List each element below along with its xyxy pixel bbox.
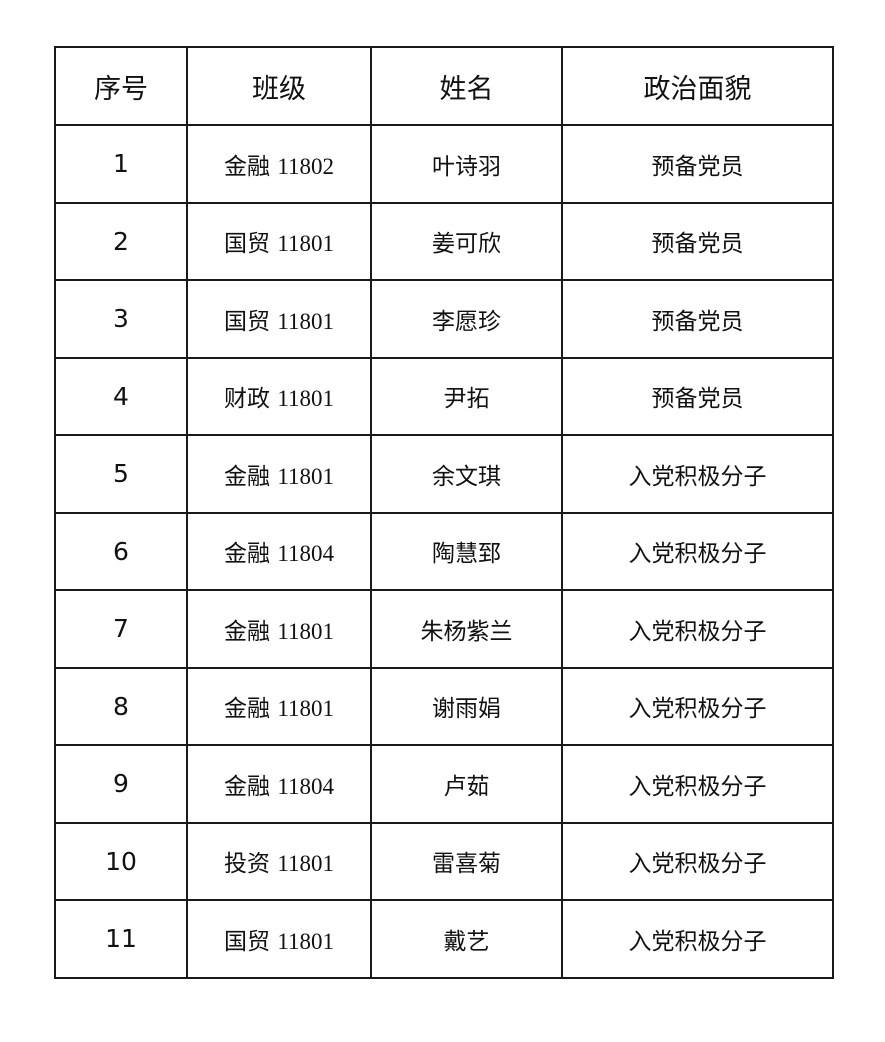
cell-class: 金融 11802 [186, 124, 372, 204]
class-major: 金融 [224, 153, 271, 180]
cell-political-status: 入党积极分子 [561, 434, 834, 514]
class-number: 11801 [277, 308, 334, 334]
cell-name: 姜可欣 [370, 201, 563, 281]
class-major: 金融 [224, 541, 271, 568]
cell-political-status: 预备党员 [561, 356, 834, 436]
cell-index: 4 [54, 356, 188, 436]
cell-political-status: 入党积极分子 [561, 511, 834, 591]
class-major: 国贸 [224, 231, 271, 258]
class-number: 11801 [277, 231, 334, 257]
cell-class: 金融 11804 [186, 744, 372, 824]
header-index: 序号 [54, 46, 188, 126]
cell-class: 金融 11801 [186, 666, 372, 746]
class-major: 投资 [224, 851, 271, 878]
cell-name: 陶慧郅 [370, 511, 563, 591]
cell-index: 9 [54, 744, 188, 824]
cell-political-status: 预备党员 [561, 124, 834, 204]
header-class: 班级 [186, 46, 372, 126]
class-number: 11801 [277, 618, 334, 644]
table-row: 4 财政 11801 尹拓 预备党员 [54, 356, 834, 436]
cell-political-status: 预备党员 [561, 279, 834, 359]
cell-name: 李愿珍 [370, 279, 563, 359]
cell-political-status: 入党积极分子 [561, 821, 834, 901]
class-major: 国贸 [224, 928, 271, 955]
table-row: 7 金融 11801 朱杨紫兰 入党积极分子 [54, 589, 834, 669]
class-number: 11801 [277, 463, 334, 489]
table-row: 8 金融 11801 谢雨娟 入党积极分子 [54, 666, 834, 746]
cell-class: 财政 11801 [186, 356, 372, 436]
member-table: 序号 班级 姓名 政治面貌 1 金融 11802 叶诗羽 预备党员 2 国贸 11801 姜… [54, 46, 834, 979]
class-number: 11802 [277, 153, 334, 179]
cell-index: 11 [54, 899, 188, 979]
header-row: 序号 班级 姓名 政治面貌 [54, 46, 834, 126]
class-number: 11804 [277, 773, 334, 799]
cell-index: 7 [54, 589, 188, 669]
class-number: 11801 [277, 851, 334, 877]
cell-name: 叶诗羽 [370, 124, 563, 204]
cell-index: 2 [54, 201, 188, 281]
class-number: 11801 [277, 386, 334, 412]
cell-political-status: 预备党员 [561, 201, 834, 281]
cell-class: 国贸 11801 [186, 201, 372, 281]
table-row: 6 金融 11804 陶慧郅 入党积极分子 [54, 511, 834, 591]
header-name: 姓名 [370, 46, 563, 126]
class-major: 金融 [224, 696, 271, 723]
table-row: 5 金融 11801 余文琪 入党积极分子 [54, 434, 834, 514]
cell-index: 3 [54, 279, 188, 359]
class-number: 11801 [277, 696, 334, 722]
class-major: 金融 [224, 773, 271, 800]
cell-name: 尹拓 [370, 356, 563, 436]
cell-index: 6 [54, 511, 188, 591]
cell-name: 戴艺 [370, 899, 563, 979]
cell-class: 投资 11801 [186, 821, 372, 901]
table-row: 2 国贸 11801 姜可欣 预备党员 [54, 201, 834, 281]
cell-class: 国贸 11801 [186, 899, 372, 979]
cell-index: 5 [54, 434, 188, 514]
class-number: 11801 [277, 928, 334, 954]
table-row: 9 金融 11804 卢茹 入党积极分子 [54, 744, 834, 824]
class-major: 国贸 [224, 308, 271, 335]
cell-name: 朱杨紫兰 [370, 589, 563, 669]
table-body: 1 金融 11802 叶诗羽 预备党员 2 国贸 11801 姜可欣 预备党员 3 国贸 1180… [54, 124, 834, 979]
class-major: 金融 [224, 618, 271, 645]
cell-political-status: 入党积极分子 [561, 744, 834, 824]
cell-political-status: 入党积极分子 [561, 589, 834, 669]
table-row: 3 国贸 11801 李愿珍 预备党员 [54, 279, 834, 359]
cell-name: 雷喜菊 [370, 821, 563, 901]
class-major: 金融 [224, 463, 271, 490]
cell-index: 10 [54, 821, 188, 901]
cell-name: 余文琪 [370, 434, 563, 514]
cell-political-status: 入党积极分子 [561, 899, 834, 979]
cell-class: 国贸 11801 [186, 279, 372, 359]
cell-index: 1 [54, 124, 188, 204]
cell-index: 8 [54, 666, 188, 746]
cell-class: 金融 11801 [186, 589, 372, 669]
table-row: 1 金融 11802 叶诗羽 预备党员 [54, 124, 834, 204]
class-number: 11804 [277, 541, 334, 567]
header-political-status: 政治面貌 [561, 46, 834, 126]
table-row: 10 投资 11801 雷喜菊 入党积极分子 [54, 821, 834, 901]
cell-class: 金融 11804 [186, 511, 372, 591]
cell-class: 金融 11801 [186, 434, 372, 514]
cell-political-status: 入党积极分子 [561, 666, 834, 746]
cell-name: 谢雨娟 [370, 666, 563, 746]
cell-name: 卢茹 [370, 744, 563, 824]
table-row: 11 国贸 11801 戴艺 入党积极分子 [54, 899, 834, 979]
class-major: 财政 [224, 386, 271, 413]
